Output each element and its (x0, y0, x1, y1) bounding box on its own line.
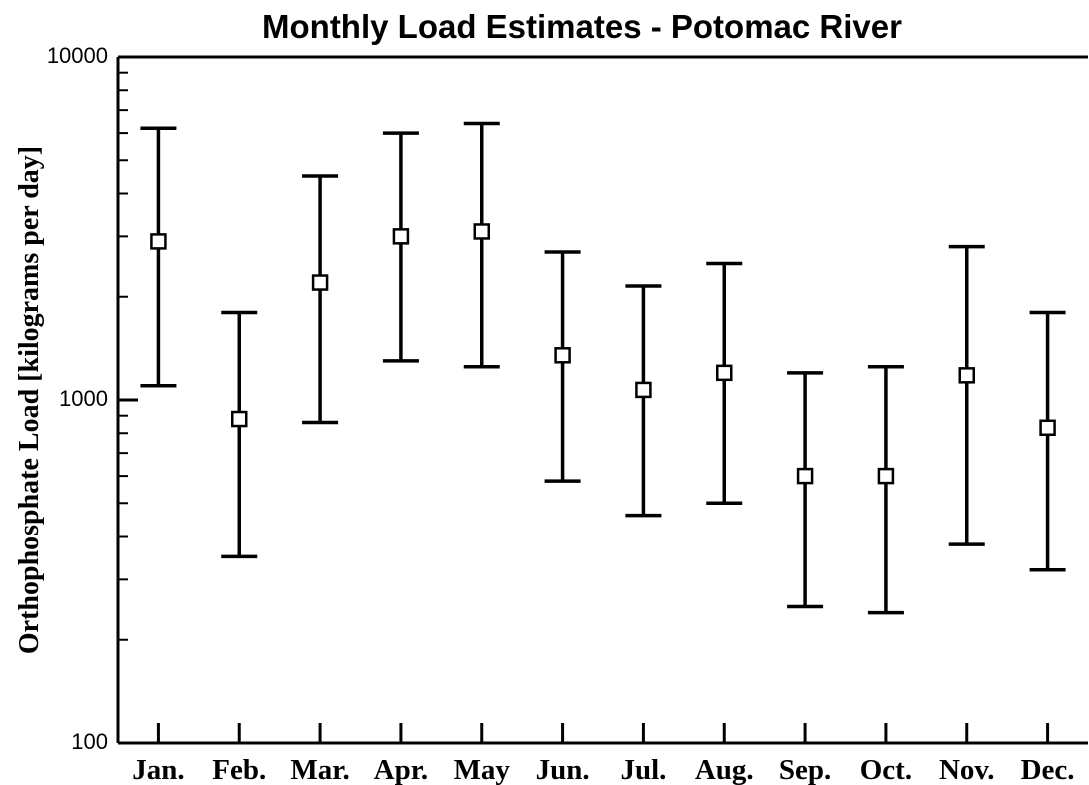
x-tick-label: Sep. (779, 754, 831, 785)
point-marker (958, 367, 975, 384)
x-tick-label: Mar. (290, 754, 349, 785)
chart-title: Monthly Load Estimates - Potomac River (262, 8, 902, 45)
point-marker (635, 381, 652, 399)
x-tick-label: May (454, 754, 511, 785)
x-tick-label: Jul. (620, 754, 666, 785)
x-tick-label: Dec. (1021, 754, 1075, 785)
point-marker (231, 410, 248, 428)
point-marker (1039, 419, 1056, 437)
point-marker (150, 233, 167, 250)
y-tick-label: 100 (71, 729, 108, 754)
point-marker (311, 274, 329, 291)
y-tick-label: 1000 (59, 386, 108, 411)
point-marker (716, 364, 733, 382)
point-marker (877, 467, 895, 485)
x-tick-label: Feb. (212, 754, 266, 785)
y-axis-label: Orthophosphate Load [kilograms per day] (14, 146, 45, 654)
x-tick-label: Aug. (695, 754, 754, 785)
point-marker (796, 467, 814, 485)
x-tick-label: Apr. (374, 754, 429, 785)
x-tick-label: Jun. (536, 754, 590, 785)
point-marker (554, 347, 571, 364)
y-tick-label: 10000 (47, 43, 108, 68)
x-tick-label: Oct. (860, 754, 912, 785)
x-tick-label: Nov. (939, 754, 995, 785)
point-marker (473, 223, 490, 240)
point-marker (392, 228, 410, 245)
x-tick-label: Jan. (132, 754, 184, 785)
